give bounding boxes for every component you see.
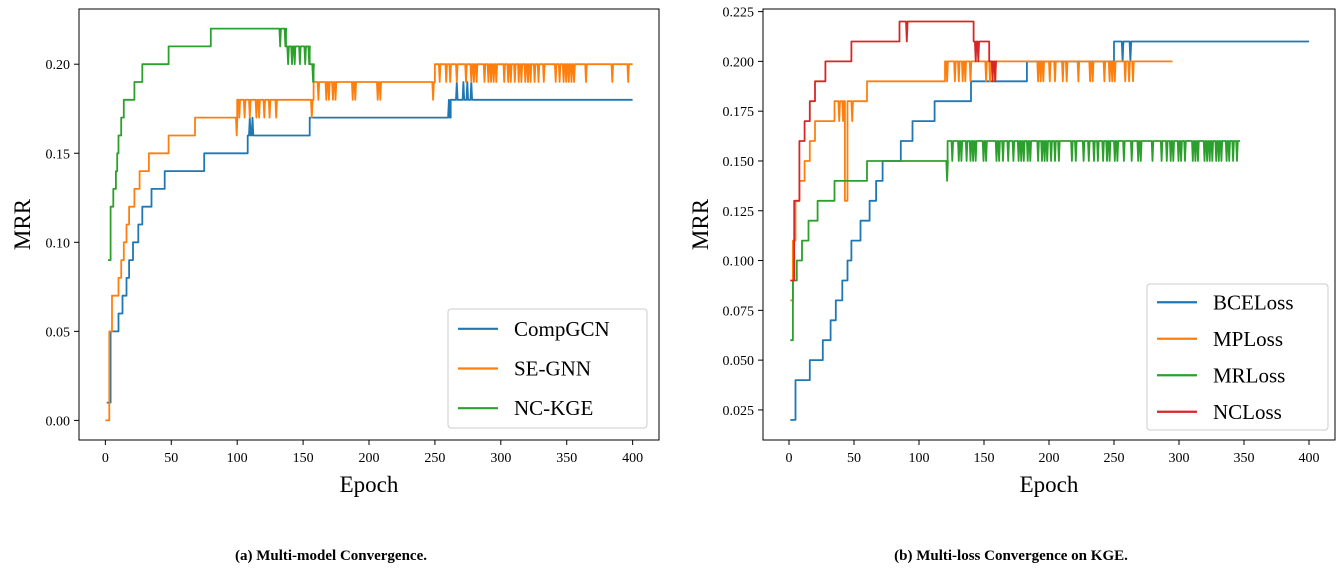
legend-label-mploss: MPLoss <box>1213 327 1283 351</box>
x-tick-label: 300 <box>1169 451 1190 466</box>
x-tick-label: 200 <box>359 451 380 466</box>
x-tick-label: 100 <box>227 451 248 466</box>
x-tick-label: 150 <box>974 451 995 466</box>
legend-label-nc-kge: NC-KGE <box>514 396 593 420</box>
y-axis-label: MRR <box>688 198 713 250</box>
y-tick-label: 0.175 <box>723 105 755 120</box>
legend-label-bceloss: BCELoss <box>1213 290 1294 314</box>
series-line-se-gnn <box>105 63 633 422</box>
y-tick-label: 0.050 <box>723 354 755 369</box>
y-tick-label: 0.20 <box>46 58 71 73</box>
x-tick-label: 200 <box>1039 451 1060 466</box>
legend: CompGCN SE-GNN NC-KGE <box>447 308 648 429</box>
y-tick-label: 0.125 <box>723 205 755 220</box>
series-line-nc-kge <box>108 27 315 261</box>
series-line-compgcn <box>106 81 633 404</box>
y-axis-label: MRR <box>10 198 35 250</box>
series-line-bceloss <box>790 40 1309 421</box>
x-tick-label: 400 <box>622 451 643 466</box>
legend-label-compgcn: CompGCN <box>514 317 610 341</box>
x-tick-label: 100 <box>909 451 930 466</box>
y-tick-label: 0.075 <box>723 304 755 319</box>
x-tick-label: 250 <box>424 451 445 466</box>
x-tick-label: 350 <box>1234 451 1255 466</box>
legend-box <box>1146 283 1329 431</box>
series-line-mrloss <box>790 140 1241 342</box>
y-tick-label: 0.15 <box>46 147 71 162</box>
x-tick-label: 250 <box>1104 451 1125 466</box>
legend-label-ncloss: NCLoss <box>1213 400 1282 424</box>
series-line-ncloss <box>790 20 997 282</box>
x-tick-label: 300 <box>490 451 511 466</box>
y-tick-label: 0.00 <box>46 414 71 429</box>
figure-caption: (a) Multi-model Convergence. <box>235 548 427 564</box>
legend-box <box>447 308 648 429</box>
x-tick-label: 400 <box>1299 451 1320 466</box>
y-tick-label: 0.10 <box>46 236 71 251</box>
legend: BCELoss MPLoss MRLoss NCLoss <box>1146 283 1329 431</box>
x-tick-label: 0 <box>102 451 109 466</box>
x-tick-label: 50 <box>847 451 861 466</box>
legend-label-mrloss: MRLoss <box>1213 363 1285 387</box>
x-tick-label: 150 <box>293 451 314 466</box>
figure-caption: (b) Multi-loss Convergence on KGE. <box>894 548 1128 564</box>
x-tick-label: 0 <box>786 451 793 466</box>
chart-panel-a: 0 50 100 150 200 250 300 350 400 0.00 0.05 0.10 0.15… <box>10 8 660 564</box>
x-axis-label: Epoch <box>340 472 399 497</box>
y-tick-label: 0.025 <box>723 404 755 419</box>
y-tick-label: 0.200 <box>723 55 755 70</box>
legend-label-se-gnn: SE-GNN <box>514 357 591 381</box>
y-tick-label: 0.225 <box>723 6 755 21</box>
chart-panel-b: 0 50 100 150 200 250 300 350 400 0.025 0.050 0.075 0… <box>688 6 1336 564</box>
x-axis-label: Epoch <box>1020 472 1079 497</box>
x-tick-label: 50 <box>164 451 178 466</box>
y-tick-label: 0.150 <box>723 155 755 170</box>
y-tick-label: 0.100 <box>723 255 755 270</box>
x-tick-label: 350 <box>556 451 577 466</box>
y-tick-label: 0.05 <box>46 325 71 340</box>
